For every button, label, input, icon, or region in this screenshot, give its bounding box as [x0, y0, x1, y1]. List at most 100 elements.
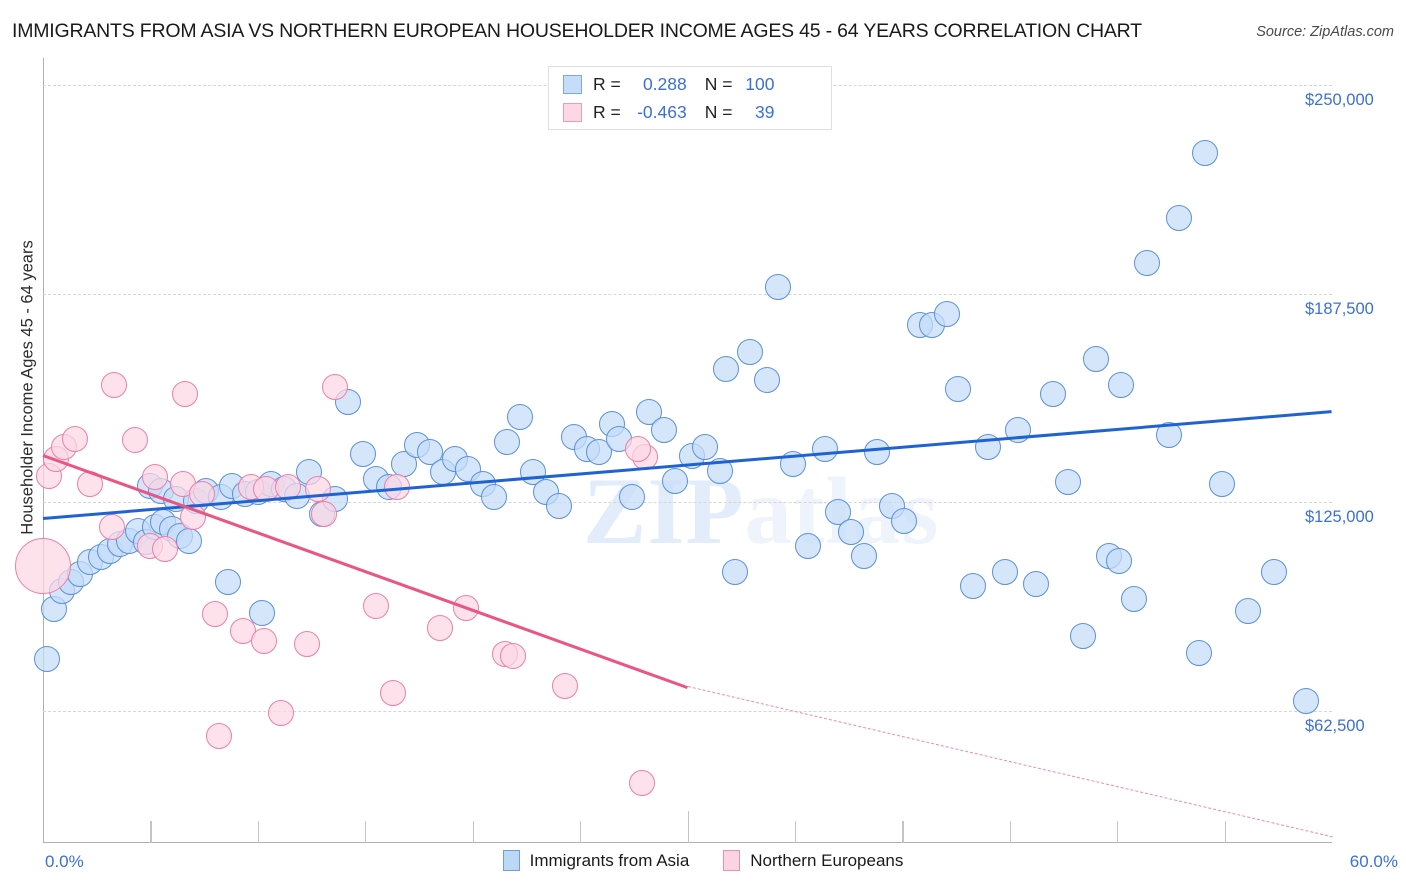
- scatter-point[interactable]: [1005, 417, 1032, 444]
- y-axis-title: Householder Income Ages 45 - 64 years: [18, 240, 37, 535]
- scatter-point[interactable]: [62, 425, 89, 452]
- scatter-point[interactable]: [1108, 372, 1135, 399]
- scatter-point[interactable]: [294, 631, 321, 658]
- scatter-point[interactable]: [863, 439, 890, 466]
- scatter-point[interactable]: [180, 504, 207, 531]
- scatter-point[interactable]: [1134, 250, 1161, 277]
- scatter-point[interactable]: [586, 439, 613, 466]
- x-axis-tick: [472, 821, 474, 843]
- scatter-point[interactable]: [552, 673, 579, 699]
- scatter-point[interactable]: [169, 470, 196, 497]
- scatter-point[interactable]: [506, 404, 533, 431]
- scatter-point[interactable]: [753, 367, 780, 394]
- scatter-point[interactable]: [779, 450, 806, 477]
- scatter-point[interactable]: [1069, 622, 1096, 649]
- scatter-point[interactable]: [171, 380, 198, 407]
- scatter-point[interactable]: [1039, 380, 1066, 407]
- scatter-point[interactable]: [1293, 688, 1320, 715]
- scatter-point[interactable]: [1166, 205, 1193, 232]
- series-legend-item-northern-european[interactable]: Northern Europeans: [723, 850, 903, 871]
- scatter-point[interactable]: [1260, 559, 1287, 586]
- scatter-point[interactable]: [268, 699, 295, 726]
- series-legend-item-asia[interactable]: Immigrants from Asia: [502, 850, 690, 871]
- y-axis-tick-label: $187,500: [1305, 299, 1374, 318]
- scatter-point[interactable]: [1235, 597, 1262, 624]
- scatter-point[interactable]: [384, 474, 411, 501]
- scatter-point[interactable]: [721, 559, 748, 586]
- scatter-point[interactable]: [494, 429, 521, 456]
- scatter-point[interactable]: [706, 457, 733, 484]
- series-legend-label-asia: Immigrants from Asia: [529, 850, 690, 870]
- scatter-point[interactable]: [1022, 571, 1049, 598]
- legend-n-label-ne: N =: [704, 101, 733, 122]
- scatter-point[interactable]: [691, 434, 718, 461]
- scatter-point[interactable]: [629, 769, 656, 796]
- scatter-point[interactable]: [251, 627, 278, 654]
- scatter-point[interactable]: [1106, 547, 1133, 574]
- scatter-point[interactable]: [545, 492, 572, 519]
- scatter-point[interactable]: [764, 273, 791, 300]
- scatter-point[interactable]: [152, 536, 179, 563]
- scatter-point[interactable]: [141, 464, 168, 491]
- scatter-point[interactable]: [1192, 140, 1219, 167]
- scatter-point[interactable]: [274, 474, 301, 501]
- scatter-point[interactable]: [1082, 345, 1109, 372]
- x-axis-tick: [1117, 821, 1119, 843]
- scatter-point[interactable]: [176, 527, 203, 554]
- legend-n-label-asia: N =: [704, 73, 733, 94]
- scatter-point[interactable]: [427, 614, 454, 641]
- scatter-point[interactable]: [500, 642, 527, 669]
- scatter-point[interactable]: [1054, 469, 1081, 496]
- scatter-point[interactable]: [625, 435, 652, 462]
- scatter-point[interactable]: [934, 300, 961, 327]
- scatter-point[interactable]: [453, 594, 480, 621]
- scatter-point[interactable]: [1185, 639, 1212, 666]
- series-legend-label-northern-european: Northern Europeans: [750, 850, 904, 870]
- scatter-point[interactable]: [77, 470, 104, 497]
- scatter-point[interactable]: [100, 372, 127, 399]
- scatter-point[interactable]: [304, 475, 331, 502]
- scatter-point[interactable]: [713, 355, 740, 382]
- scatter-point[interactable]: [1121, 586, 1148, 613]
- scatter-point[interactable]: [34, 646, 61, 673]
- scatter-point[interactable]: [15, 537, 71, 594]
- plot-area: ZIPatlas: [15, 58, 1333, 843]
- x-axis-tick: [687, 811, 689, 843]
- scatter-point[interactable]: [736, 338, 763, 365]
- x-axis-tick: [580, 821, 582, 843]
- scatter-point[interactable]: [122, 427, 149, 454]
- y-axis-tick-label: $125,000: [1305, 508, 1374, 527]
- x-axis-tick: [150, 821, 152, 843]
- series-swatch-northern-european-icon: [723, 850, 741, 871]
- scatter-point[interactable]: [794, 532, 821, 559]
- scatter-point[interactable]: [618, 484, 645, 511]
- scatter-point[interactable]: [1155, 422, 1182, 449]
- scatter-point[interactable]: [945, 375, 972, 402]
- scatter-point[interactable]: [661, 467, 688, 494]
- scatter-point[interactable]: [380, 679, 407, 706]
- scatter-point[interactable]: [837, 519, 864, 546]
- scatter-point[interactable]: [201, 601, 228, 628]
- scatter-point[interactable]: [362, 592, 389, 619]
- scatter-point[interactable]: [188, 480, 215, 507]
- scatter-point[interactable]: [455, 455, 482, 482]
- scatter-point[interactable]: [635, 399, 662, 426]
- scatter-point[interactable]: [98, 514, 125, 541]
- trend-line: [687, 686, 1333, 838]
- scatter-point[interactable]: [850, 542, 877, 569]
- scatter-point[interactable]: [311, 500, 338, 527]
- scatter-point[interactable]: [975, 434, 1002, 461]
- scatter-point[interactable]: [960, 572, 987, 599]
- scatter-point[interactable]: [322, 374, 349, 401]
- legend-n-value-ne: 39: [755, 101, 775, 122]
- scatter-point[interactable]: [891, 507, 918, 534]
- scatter-point[interactable]: [992, 559, 1019, 586]
- scatter-point[interactable]: [650, 417, 677, 444]
- scatter-point[interactable]: [1209, 470, 1236, 497]
- scatter-point[interactable]: [214, 569, 241, 596]
- scatter-point[interactable]: [206, 723, 233, 750]
- scatter-point[interactable]: [350, 440, 377, 467]
- scatter-point[interactable]: [249, 599, 276, 626]
- scatter-point[interactable]: [811, 435, 838, 462]
- scatter-point[interactable]: [481, 484, 508, 511]
